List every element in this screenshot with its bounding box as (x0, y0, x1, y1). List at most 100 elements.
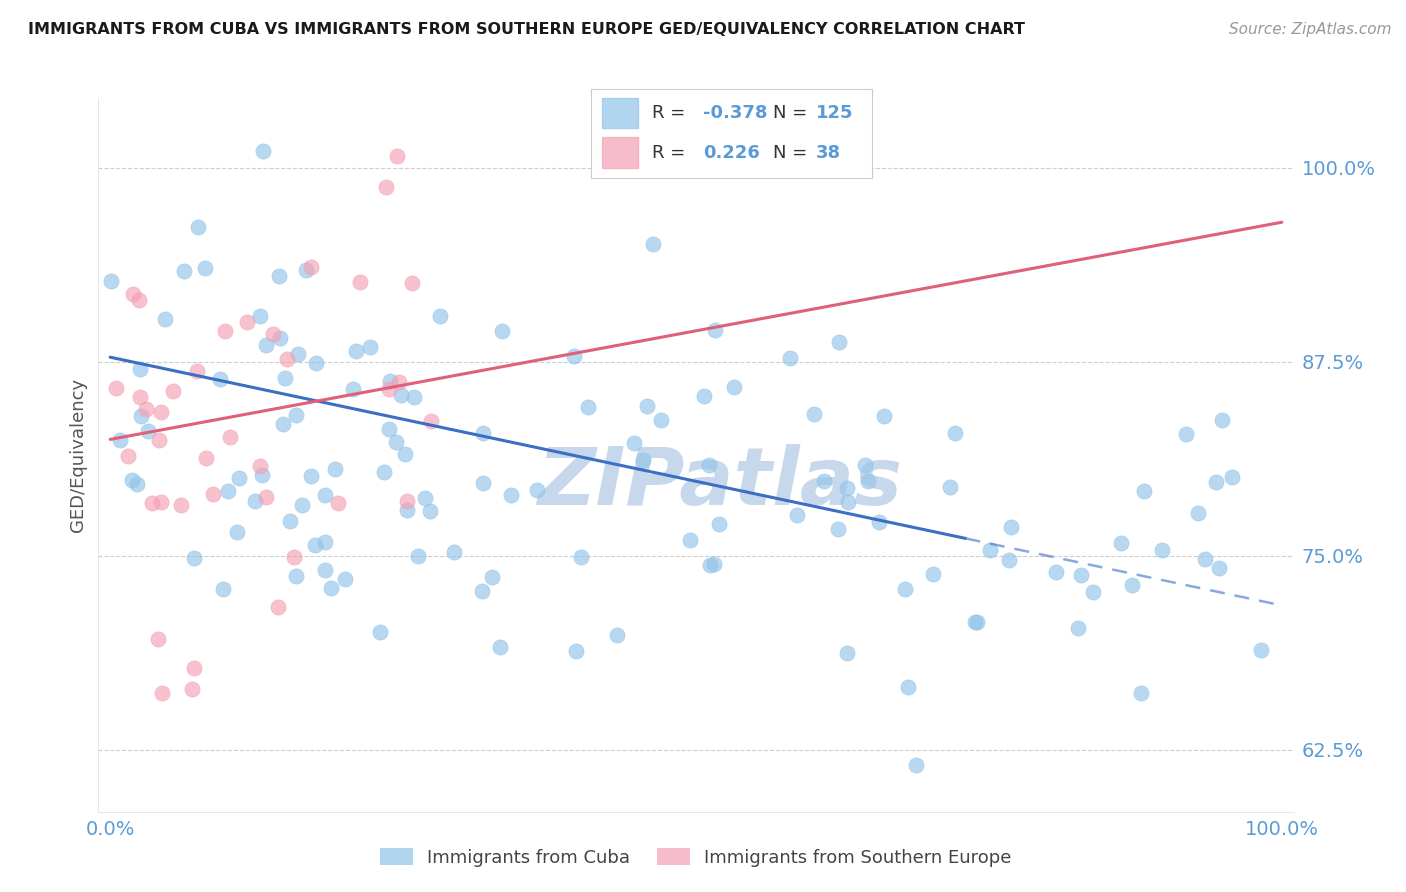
Point (709, 516, 731, 531)
Point (262, 326, 284, 341)
Point (278, 514, 301, 528)
Text: -0.378: -0.378 (703, 104, 768, 122)
Point (1187, 506, 1209, 520)
Point (565, 644, 588, 658)
Text: R =: R = (652, 144, 686, 161)
Point (979, 542, 1001, 557)
Point (1133, 483, 1156, 498)
Point (314, 488, 336, 502)
Point (183, 661, 205, 675)
Text: R =: R = (652, 104, 686, 122)
Point (1109, 535, 1132, 549)
Point (699, 558, 721, 573)
Point (128, 390, 150, 404)
Point (150, 405, 173, 419)
Point (276, 352, 298, 367)
Point (488, 640, 510, 655)
Point (187, 220, 209, 235)
Point (395, 494, 418, 508)
Point (217, 483, 239, 498)
Text: 125: 125 (815, 104, 853, 122)
Text: N =: N = (773, 144, 807, 161)
Point (269, 268, 291, 283)
Point (633, 453, 655, 467)
Point (127, 476, 149, 491)
Text: 0.226: 0.226 (703, 144, 759, 161)
Point (201, 487, 224, 501)
Point (471, 583, 494, 598)
Point (1205, 475, 1227, 489)
Point (389, 388, 412, 402)
Point (283, 549, 305, 564)
Point (235, 314, 257, 328)
Point (377, 382, 399, 396)
Point (406, 549, 429, 564)
Point (326, 496, 349, 510)
Point (359, 340, 381, 354)
Point (1220, 469, 1243, 483)
Point (273, 417, 295, 432)
Point (135, 401, 157, 416)
Point (562, 349, 585, 363)
Point (401, 277, 423, 291)
Point (394, 447, 416, 461)
Point (395, 503, 418, 517)
Point (429, 310, 451, 324)
Point (921, 566, 943, 581)
Point (1121, 578, 1143, 592)
Point (828, 334, 851, 349)
Point (228, 471, 250, 485)
Point (291, 498, 314, 512)
Point (284, 568, 307, 582)
Y-axis label: GED/Equivalency: GED/Equivalency (69, 378, 87, 532)
Text: ZIPatlas: ZIPatlas (537, 444, 903, 523)
Point (420, 413, 443, 427)
Point (344, 343, 367, 358)
Point (299, 260, 322, 274)
Point (1045, 565, 1067, 579)
Point (170, 498, 193, 512)
Point (128, 293, 150, 308)
Point (186, 364, 208, 378)
Point (254, 490, 277, 504)
Point (704, 323, 727, 337)
Point (1150, 542, 1173, 557)
Point (693, 388, 716, 402)
Point (148, 433, 170, 447)
Point (194, 451, 217, 466)
Point (481, 570, 503, 584)
Point (623, 436, 645, 450)
Point (837, 495, 859, 509)
Point (194, 260, 217, 275)
Point (388, 376, 411, 390)
Point (679, 533, 702, 547)
Point (897, 680, 920, 694)
Point (214, 324, 236, 338)
Point (1175, 426, 1198, 441)
Point (209, 372, 232, 386)
Point (219, 430, 242, 444)
Point (287, 347, 309, 361)
Point (472, 475, 495, 490)
Point (375, 179, 398, 194)
Point (966, 615, 988, 629)
Point (284, 408, 307, 422)
Text: N =: N = (773, 104, 807, 122)
Point (104, 381, 127, 395)
Point (1250, 643, 1272, 657)
Point (1081, 584, 1104, 599)
Point (606, 628, 628, 642)
Point (1070, 568, 1092, 582)
Point (319, 581, 342, 595)
Point (526, 483, 548, 497)
Point (491, 324, 513, 338)
Point (501, 488, 523, 502)
Point (723, 379, 745, 393)
Point (419, 504, 441, 518)
Point (380, 375, 402, 389)
Point (128, 362, 150, 376)
Point (813, 474, 835, 488)
Point (856, 474, 879, 488)
Point (254, 338, 277, 352)
Point (323, 462, 346, 476)
